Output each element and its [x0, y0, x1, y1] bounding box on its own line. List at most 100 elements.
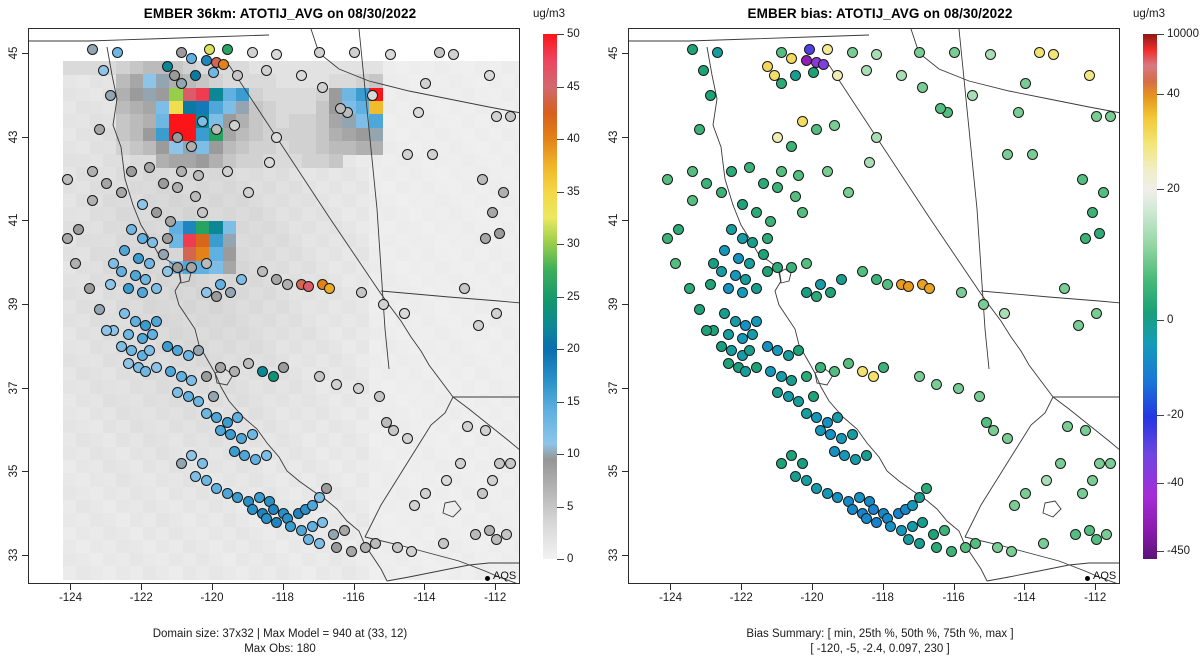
x-axis-tick [670, 584, 672, 590]
model-cell [196, 420, 210, 434]
monitor-point [469, 529, 481, 541]
model-cell [488, 247, 503, 262]
model-cell [422, 327, 436, 341]
model-cell [249, 247, 264, 262]
model-cell [315, 433, 330, 448]
model-cell [102, 167, 117, 182]
model-cell [342, 366, 357, 381]
model-cell [515, 247, 519, 262]
y-axis-tick-label: 33 [608, 548, 620, 562]
model-cell [275, 260, 290, 275]
right-footer-line1: Bias Summary: [ min, 25th %, 50th %, 75t… [746, 628, 1014, 640]
model-cell [222, 207, 237, 222]
model-cell [448, 154, 463, 168]
model-cell [408, 127, 423, 142]
model-cell [76, 114, 91, 129]
monitor-point [991, 541, 1003, 553]
model-cell [89, 327, 104, 341]
monitor-point [832, 491, 844, 503]
y-axis-tick [22, 471, 28, 473]
model-cell [329, 327, 343, 341]
monitor-point [359, 541, 371, 553]
model-cell [289, 233, 303, 248]
model-cell [275, 180, 290, 195]
model-cell [462, 380, 476, 395]
model-cell [262, 300, 277, 315]
colorbar-tick [1157, 94, 1164, 96]
model-cell [448, 420, 463, 434]
model-cell [235, 260, 250, 275]
model-cell [102, 207, 117, 222]
model-cell [89, 433, 104, 448]
model-cell [129, 446, 144, 461]
or-north-border [29, 34, 270, 42]
model-cell [222, 180, 237, 195]
model-cell [89, 393, 104, 408]
monitor-point [1062, 420, 1074, 432]
model-cell [395, 194, 410, 208]
model-cell [462, 154, 476, 168]
colorbar-tick [1157, 34, 1164, 35]
model-cell [102, 433, 117, 448]
model-cell [249, 380, 264, 395]
model-cell [448, 87, 463, 102]
model-cell [422, 353, 436, 368]
model-cell [249, 300, 264, 315]
model-cell [235, 247, 250, 262]
model-cell [249, 233, 264, 248]
y-axis-tick [622, 220, 628, 222]
model-cell [422, 393, 436, 408]
monitor-point [200, 286, 212, 298]
model-cell [102, 340, 117, 355]
colorbar-tick [1157, 482, 1164, 484]
left-map-plot-area[interactable]: AQS [28, 28, 520, 584]
model-cell [342, 220, 357, 235]
monitor-point [94, 303, 106, 315]
model-cell [129, 406, 144, 421]
model-cell [395, 340, 410, 355]
monitor-point [235, 433, 247, 445]
model-cell [302, 220, 317, 235]
model-cell [462, 127, 476, 142]
left-colorbar-gradient [543, 34, 557, 559]
model-cell [501, 327, 516, 341]
model-cell [515, 74, 519, 89]
model-cell [488, 340, 503, 355]
model-cell [289, 446, 303, 461]
right-map-plot-area[interactable]: AQS [628, 28, 1120, 584]
model-cell [435, 406, 450, 421]
colorbar-tick-label: 40 [567, 133, 580, 145]
colorbar-tick-label: -40 [1167, 476, 1184, 489]
x-axis-tick [495, 584, 497, 590]
monitor-point [189, 190, 201, 202]
x-axis-tick [70, 584, 72, 590]
colorbar-tick-label: -450 [1167, 545, 1191, 558]
model-cell [408, 380, 423, 395]
left-colorbar-units: ug/m3 [533, 8, 565, 20]
monitor-point [722, 282, 734, 294]
model-cell [462, 247, 476, 262]
model-cell [462, 313, 476, 328]
model-cell [129, 420, 144, 434]
model-cell [475, 287, 490, 301]
x-axis-tick [212, 584, 214, 590]
monitor-point [189, 69, 201, 81]
monitor-point [789, 69, 801, 81]
monitor-point [1090, 111, 1102, 123]
monitor-point [807, 391, 819, 403]
model-cell [448, 127, 463, 142]
model-cell [209, 446, 224, 461]
model-cell [142, 420, 157, 434]
model-cell [448, 300, 463, 315]
model-cell [63, 87, 77, 102]
x-axis-tick-label: -120 [200, 592, 224, 604]
monitor-point [704, 278, 716, 290]
salton-sea [442, 500, 462, 518]
model-cell [249, 313, 264, 328]
model-cell [196, 353, 210, 368]
colorbar-tick [1157, 414, 1164, 416]
model-cell [102, 313, 117, 328]
model-cell [315, 233, 330, 248]
model-cell [156, 194, 170, 208]
